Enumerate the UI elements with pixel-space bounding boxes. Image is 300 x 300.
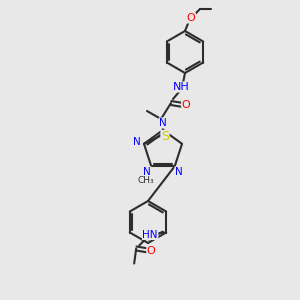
Text: N: N <box>134 137 141 147</box>
Text: HN: HN <box>142 230 158 239</box>
Text: S: S <box>161 130 169 143</box>
Text: NH: NH <box>172 82 189 92</box>
Text: N: N <box>159 118 167 128</box>
Text: CH₃: CH₃ <box>137 176 154 185</box>
Text: O: O <box>187 13 195 23</box>
Text: O: O <box>182 100 190 110</box>
Text: O: O <box>147 245 156 256</box>
Text: N: N <box>175 167 183 177</box>
Text: N: N <box>143 167 151 177</box>
